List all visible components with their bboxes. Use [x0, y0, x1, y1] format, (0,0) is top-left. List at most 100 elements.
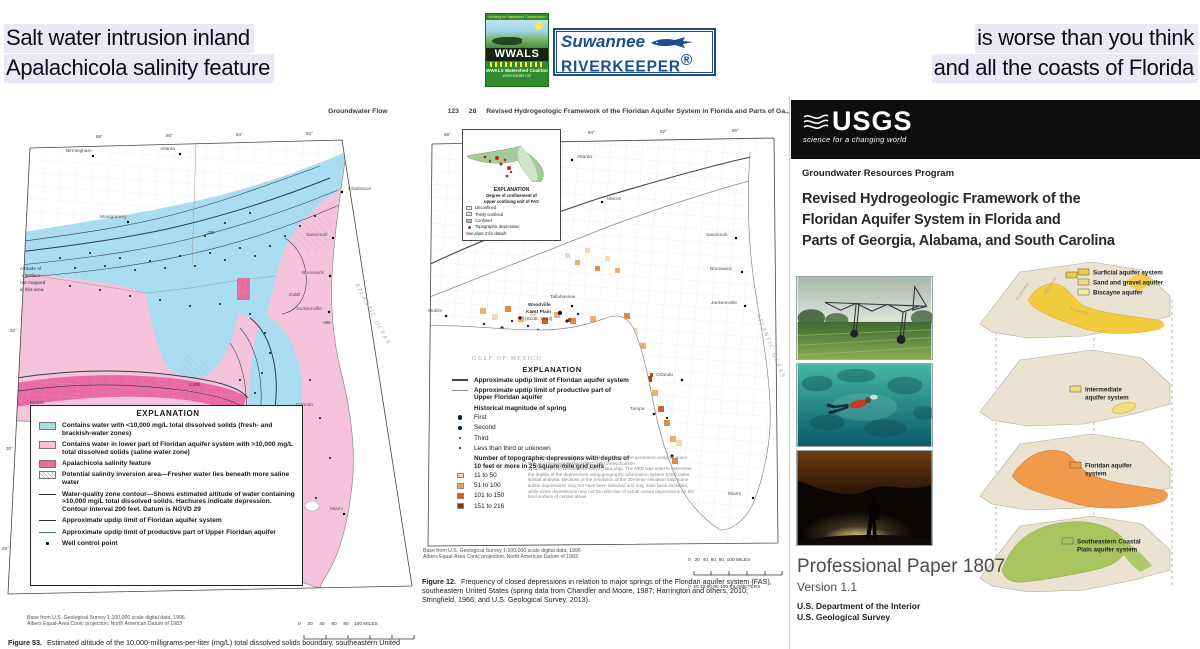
karst-plain-label: Woodville Karst Plain (Scott, 1983) [525, 302, 553, 322]
usgs-header-bar: USGS science for a changing world [791, 100, 1200, 159]
state-label-florida: FLORIDA [1070, 307, 1090, 316]
fig53-caption: Figure 53. Estimated altitude of the 10,0… [8, 638, 413, 649]
fig53-base-note: Base from U.S. Geological Survey 1:100,0… [27, 615, 185, 628]
label-updip-ufa-1: Approximate updip limit of productive pa… [474, 386, 612, 394]
contour-400: -400 [322, 320, 331, 325]
cover-photos [796, 276, 933, 549]
inset-swatch-confined [466, 218, 472, 223]
cover-dept-interior: U.S. Department of the Interior [797, 601, 921, 611]
inset-legend-sub2: upper confining unit of FAS [484, 198, 539, 204]
sun-icon [535, 22, 543, 30]
cave-explorer-silhouette [865, 496, 880, 540]
legend-surficial: Surficial aquifer system [1093, 270, 1163, 277]
state-boundaries [8, 143, 277, 294]
legend-floridan-group: Floridan aquifer system [1069, 461, 1132, 478]
fig53-legend: EXPLANATION Contains water with <10,000 … [30, 405, 303, 586]
label-spring-second: Second [474, 424, 496, 432]
running-head: Groundwater Flow 123 28 Revised Hydrogeo… [328, 108, 834, 115]
symbol-updip-ufa [452, 389, 468, 391]
wwals-name: WWALS [486, 48, 548, 61]
inset-swatch-unconfined [466, 205, 472, 210]
banner-right-line1: is worse than you think [975, 24, 1198, 53]
tick-28: 28° [2, 546, 9, 551]
tick-86: 86° [166, 133, 173, 138]
city12-jacksonville: Jacksonville [711, 300, 737, 306]
city-atlanta: Atlanta [160, 146, 175, 152]
fig12-base-line1: Base from U.S. Geological Survey 1:100,0… [423, 548, 581, 554]
legend-coastal-2: Plain aquifer system [1077, 547, 1138, 554]
page-number-left: 123 [447, 108, 459, 115]
banner-right: is worse than you think and all the coas… [931, 24, 1198, 84]
legend-symbol-updip-ufa [39, 531, 56, 533]
legend-intermediate-2: aquifer system [1085, 395, 1129, 402]
contour-1000: -1,000 [188, 382, 201, 387]
riverkeeper-logo: Suwannee RIVERKEEPER® [553, 28, 716, 76]
tick-88: 88° [96, 134, 103, 139]
symbol-spring-third [458, 436, 462, 440]
legend-floridan-1: Floridan aquifer [1085, 463, 1132, 470]
annot-line1: Altitude of [20, 266, 42, 272]
label-updip-ufa-2: Upper Floridan aquifer [474, 394, 543, 402]
usgs-cover-page: USGS science for a changing world Ground… [789, 96, 1200, 649]
inset-swatch-thinly [466, 212, 472, 217]
fig12-legend-title: EXPLANATION [522, 365, 582, 374]
layer-surficial: ALABAMA GEORGIA FLORIDA [979, 261, 1171, 339]
fig12-geoprocessing-note: Geoprocessing notes: The closed depressi… [528, 455, 694, 500]
legend-label-updip-ufa: Approximate updip limit of productive pa… [62, 528, 276, 536]
legend-label-fresh: Contains water with <10,000 mg/L total d… [62, 421, 273, 437]
fig53-graticule-labels: 88° 86° 84° 82° 32° 30° 28° [2, 131, 313, 551]
legend-intermediate-1: Intermediate [1085, 387, 1122, 394]
tick12-84: 84° [588, 130, 595, 135]
cover-title-line2: Floridan Aquifer System in Florida and [802, 212, 1061, 228]
symbol-dep-11-50 [456, 472, 464, 479]
city-mobile: Mobile [30, 400, 44, 406]
inset-note: See plate 3 for details [466, 230, 507, 236]
inset-red-patches [483, 155, 513, 178]
label-updip-fas: Approximate updip limit of Floridan aqui… [474, 376, 629, 384]
not-mapped-annotation: Altitude of interface not mapped in this… [20, 266, 46, 293]
karst-line2: Karst Plain [526, 309, 551, 315]
legend-symbol-contour [39, 493, 56, 495]
legend-coastal-plain-group: Southeastern Coastal Plain aquifer syste… [1061, 537, 1141, 554]
fig53-legend-title: EXPLANATION [136, 409, 200, 418]
city-birmingham: Birmingham [66, 148, 92, 154]
inset-label-unconfined: Unconfined [475, 205, 497, 211]
wwals-artwork [486, 20, 548, 48]
wwals-coalition: WWALS Watershed Coalition [486, 68, 549, 73]
tick-84: 84° [236, 132, 243, 137]
fig12-caption: Figure 12. Frequency of closed depression… [422, 577, 780, 604]
fig53-base-line2: Albers Equal-Area Conic projection, Nort… [27, 621, 182, 628]
legend-swatch-fresh [39, 421, 56, 430]
tick12-88: 88° [444, 132, 451, 137]
fig53-scale-ruler [303, 635, 415, 640]
city-miami: Miami [330, 506, 343, 512]
legend-label-inversion: Potential salinity inversion area—Freshe… [62, 471, 290, 487]
city12-atlanta: Atlanta [577, 154, 592, 160]
city-brunswick: Brunswick [302, 270, 324, 276]
usgs-wordmark: USGS [832, 106, 913, 136]
banner-left-line1: Salt water intrusion inland [4, 24, 254, 53]
fig12-caption-label: Figure 12. [422, 577, 456, 586]
fig12-base-note: Base from U.S. Geological Survey 1:100,0… [423, 548, 581, 561]
fig12-graticule-labels: 88° 84° 82° 80° [444, 128, 739, 137]
symbol-spring-second [458, 426, 462, 430]
cave-photo [796, 450, 933, 546]
legend-label-apalachicola: Apalachicola salinity feature [62, 459, 152, 467]
banner-right-line2: and all the coasts of Florida [931, 54, 1198, 83]
spring-rocks [801, 368, 932, 438]
symbol-spring-first [457, 415, 463, 420]
legend-label-saline: Contains water in lower part of Floridan… [62, 440, 293, 456]
layer-coastal-plain [979, 515, 1171, 592]
legend-symbol-well [39, 540, 56, 545]
cover-paper-number: Professional Paper 1807 [797, 556, 1006, 577]
label-dep-51-100: 51 to 100 [474, 482, 501, 490]
city-jacksonville: Jacksonville [296, 306, 322, 312]
legend-surficial-group: Surficial aquifer system Sand and gravel… [1077, 268, 1164, 297]
label-dep-151-216: 151 to 216 [474, 502, 505, 510]
snorkeler-figure [826, 394, 878, 415]
pivot-rig [824, 285, 928, 338]
tick12-80: 80° [732, 128, 739, 133]
cover-title: Revised Hydrogeologic Framework of the F… [802, 189, 1115, 252]
snorkeler-photo [796, 363, 933, 447]
